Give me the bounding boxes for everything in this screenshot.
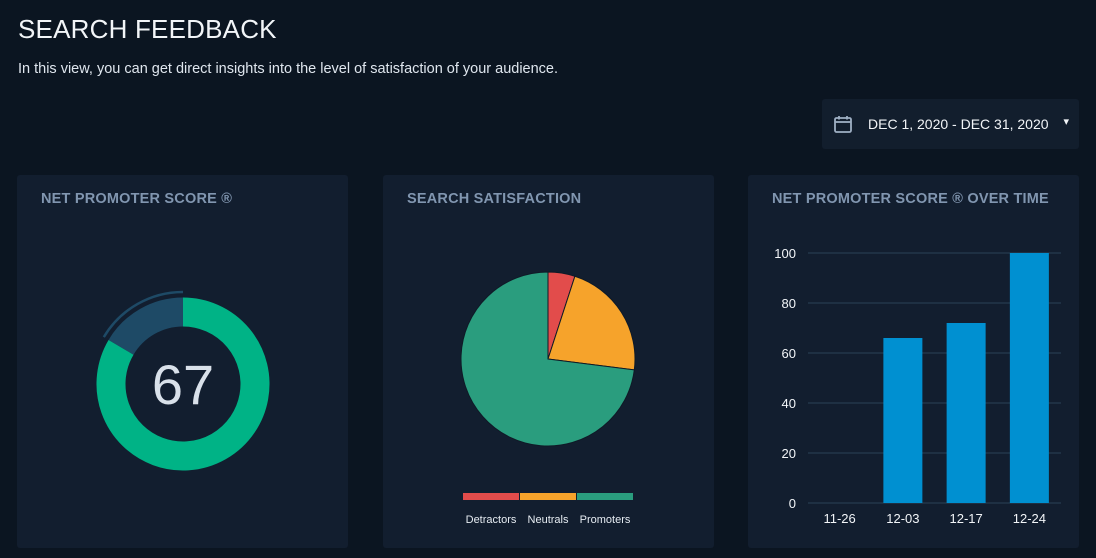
bar-12-24 <box>1009 253 1049 503</box>
satisfaction-card: SEARCH SATISFACTION Detractors Neutrals Pr… <box>383 175 714 548</box>
nps-over-time-bar-chart: 0 20 40 60 80 100 11-26 12-03 12-17 12-24 <box>774 246 1061 526</box>
page-title: SEARCH FEEDBACK <box>18 14 277 44</box>
nps-gauge: 67 <box>96 290 270 471</box>
gauge-fill <box>96 297 270 471</box>
y-tick-label: 40 <box>782 396 796 411</box>
pie-slice-promoters <box>460 271 635 447</box>
legend-label-detractors: Detractors <box>466 514 517 526</box>
date-range-picker[interactable]: DEC 1, 2020 - DEC 31, 2020 ▾ <box>822 99 1079 149</box>
bar-12-03 <box>883 338 923 503</box>
date-range-value: DEC 1, 2020 - DEC 31, 2020 <box>868 116 1049 132</box>
x-tick-label: 12-03 <box>886 511 919 526</box>
gauge-outer-arc <box>102 290 184 338</box>
pie-slice-neutrals <box>547 275 636 371</box>
calendar-icon <box>833 114 853 134</box>
gauge-track <box>108 297 184 356</box>
bar-12-17 <box>946 323 986 503</box>
legend-swatch-detractors <box>463 493 519 500</box>
nps-card: NET PROMOTER SCORE ® 67 <box>17 175 348 548</box>
y-tick-label: 0 <box>789 496 796 511</box>
x-tick-label: 12-24 <box>1013 511 1046 526</box>
nps-card-title: NET PROMOTER SCORE ® <box>41 191 233 207</box>
legend-swatch-neutrals <box>520 493 576 500</box>
satisfaction-pie-chart: Detractors Neutrals Promoters <box>460 271 636 526</box>
y-tick-label: 60 <box>782 346 796 361</box>
legend-swatch-promoters <box>577 493 633 500</box>
legend-label-promoters: Promoters <box>580 514 631 526</box>
legend-label-neutrals: Neutrals <box>528 514 569 526</box>
y-tick-label: 80 <box>782 296 796 311</box>
y-tick-label: 20 <box>782 446 796 461</box>
nps-score-value: 67 <box>152 353 214 416</box>
y-tick-label: 100 <box>774 246 796 261</box>
x-tick-label: 11-26 <box>823 511 855 526</box>
x-tick-label: 12-17 <box>950 511 983 526</box>
chevron-down-icon[interactable]: ▾ <box>1063 116 1069 128</box>
page-subtitle: In this view, you can get direct insight… <box>18 61 559 77</box>
satisfaction-card-title: SEARCH SATISFACTION <box>407 191 582 207</box>
nps-over-time-card: NET PROMOTER SCORE ® OVER TIME 0 20 40 60 80… <box>748 175 1079 548</box>
nps-over-time-card-title: NET PROMOTER SCORE ® OVER TIME <box>772 191 1049 207</box>
